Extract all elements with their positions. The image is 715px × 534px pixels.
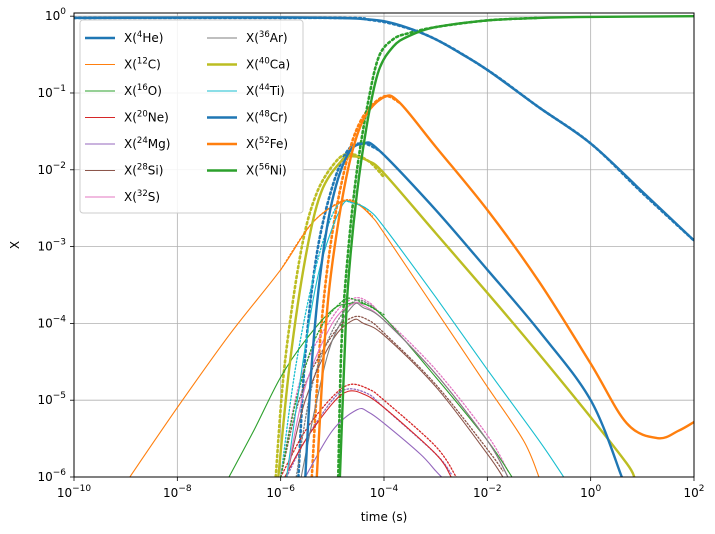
legend-entry: X(32S) xyxy=(85,189,160,204)
x-tick-label: 10−10 xyxy=(57,484,92,500)
series-line-56ni xyxy=(338,15,694,477)
legend-label: X(20Ne) xyxy=(124,110,169,125)
legend-entry: X(20Ne) xyxy=(85,110,169,125)
x-axis-title: time (s) xyxy=(361,510,408,524)
dotted-series-line xyxy=(280,296,509,477)
legend-entry: X(40Ca) xyxy=(207,57,290,72)
legend-entry: X(4He) xyxy=(85,30,163,45)
series-line-48cr xyxy=(304,141,623,477)
series-line-40ca xyxy=(277,154,636,477)
x-axis: 10−10 10−8 10−6 10−4 10−2 100 102 xyxy=(57,477,705,500)
x-tick-label: 100 xyxy=(580,484,601,500)
legend-label: X(28Si) xyxy=(124,163,163,178)
x-tick-label: 10−4 xyxy=(370,484,399,500)
legend: X(4He) X(12C) X(16O) X(20Ne) X(24Mg) X(28Si) X… xyxy=(79,19,304,214)
series-line-16o xyxy=(228,301,513,477)
y-tick-label: 10−2 xyxy=(37,161,66,177)
y-tick-label: 10−4 xyxy=(37,314,66,330)
legend-label: X(48Cr) xyxy=(246,110,288,125)
x-tick-label: 10−2 xyxy=(473,484,502,500)
legend-box xyxy=(79,19,304,214)
x-tick-label: 10−6 xyxy=(266,484,295,500)
legend-label: X(56Ni) xyxy=(246,163,287,178)
legend-entry: X(12C) xyxy=(85,57,161,72)
y-axis-title: X xyxy=(8,241,22,249)
legend-entry: X(56Ni) xyxy=(207,163,287,178)
legend-entry: X(36Ar) xyxy=(207,30,288,45)
legend-entry: X(52Fe) xyxy=(207,136,288,151)
y-axis: 10−6 10−5 10−4 10−3 10−2 10−1 100 xyxy=(37,7,74,484)
y-tick-label: 10−1 xyxy=(37,84,66,100)
legend-label: X(36Ar) xyxy=(246,30,288,45)
y-tick-label: 10−6 xyxy=(37,468,66,484)
legend-entry: X(44Ti) xyxy=(207,83,285,98)
legend-label: X(24Mg) xyxy=(124,136,170,151)
legend-entry: X(48Cr) xyxy=(207,110,288,125)
legend-label: X(4He) xyxy=(124,30,163,45)
legend-label: X(32S) xyxy=(124,189,160,204)
series-line-36ar xyxy=(300,302,509,477)
y-tick-label: 100 xyxy=(45,7,66,23)
series-line-52fe xyxy=(315,94,694,477)
y-tick-label: 10−5 xyxy=(37,391,66,407)
legend-label: X(16O) xyxy=(124,83,162,98)
y-tick-label: 10−3 xyxy=(37,238,66,254)
legend-entry: X(24Mg) xyxy=(85,136,170,151)
x-tick-label: 102 xyxy=(683,484,704,500)
legend-label: X(40Ca) xyxy=(246,57,290,72)
legend-label: X(12C) xyxy=(124,57,161,72)
series-line-4he xyxy=(74,16,694,242)
dotted-series-line xyxy=(295,299,385,477)
legend-label: X(52Fe) xyxy=(246,136,288,151)
x-tick-label: 10−8 xyxy=(163,484,192,500)
dotted-series-line xyxy=(280,315,504,477)
legend-entry: X(28Si) xyxy=(85,163,163,178)
series-layer xyxy=(74,15,694,477)
legend-entry: X(16O) xyxy=(85,83,162,98)
legend-label: X(44Ti) xyxy=(246,83,285,98)
series-line-24mg xyxy=(304,407,442,477)
series-line-44ti xyxy=(286,200,565,477)
